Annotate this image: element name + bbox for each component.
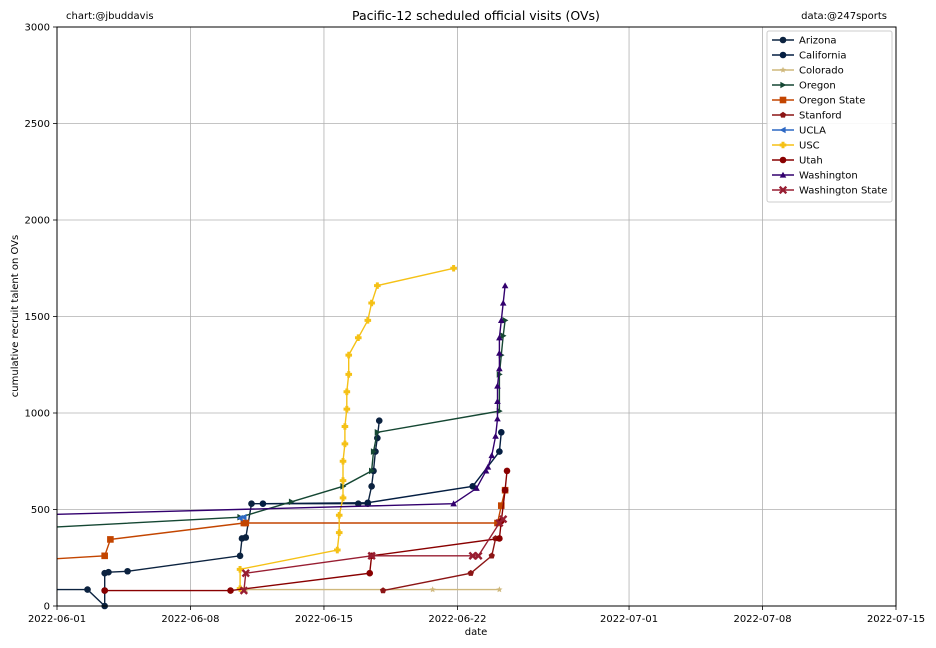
x-tick-label: 2022-07-08	[733, 614, 791, 625]
series-stanford	[380, 535, 499, 593]
data-point	[780, 52, 787, 59]
data-point	[374, 282, 381, 289]
data-point	[498, 429, 505, 436]
x-tick-label: 2022-06-22	[428, 614, 486, 625]
data-point	[336, 512, 343, 519]
data-point	[430, 586, 436, 592]
y-axis-label: cumulative recruit talent on OVs	[10, 235, 21, 397]
data-point	[376, 417, 383, 424]
data-point	[496, 535, 503, 542]
data-point	[494, 415, 501, 421]
data-point	[488, 452, 495, 458]
series-line	[263, 432, 501, 503]
data-point	[496, 448, 503, 455]
data-point	[489, 553, 495, 559]
legend-label: UCLA	[799, 126, 826, 137]
data-point	[368, 300, 375, 307]
data-point	[334, 547, 341, 554]
x-tick-label: 2022-07-15	[867, 614, 925, 625]
data-point	[500, 300, 507, 306]
data-point	[237, 553, 244, 560]
legend: Arizona California Colorado Oregon Oregon St…	[767, 31, 892, 202]
data-point	[366, 570, 373, 577]
legend-label: Washington	[799, 171, 858, 182]
y-tick-label: 3000	[25, 23, 50, 34]
data-point	[124, 568, 131, 575]
data-point	[502, 487, 509, 494]
data-point	[227, 587, 234, 594]
legend-label: Utah	[799, 156, 823, 167]
data-point	[496, 365, 503, 371]
x-tick-label: 2022-07-01	[600, 614, 658, 625]
chart-title: Pacific-12 scheduled official visits (OV…	[352, 8, 600, 23]
data-point	[342, 423, 349, 430]
data-point	[260, 500, 267, 507]
credit-right: data:@247sports	[801, 11, 887, 22]
y-tick-label: 0	[44, 602, 50, 613]
data-point	[336, 529, 343, 536]
data-point	[780, 37, 787, 44]
series-line	[105, 471, 507, 591]
y-tick-label: 1500	[25, 312, 50, 323]
data-point	[780, 157, 787, 164]
data-point	[101, 587, 108, 594]
series-washington-state	[241, 516, 507, 594]
data-point	[502, 282, 509, 288]
series-usc	[237, 265, 457, 592]
x-tick-label: 2022-06-15	[295, 614, 353, 625]
data-point	[242, 534, 249, 541]
data-point	[344, 406, 351, 413]
data-point	[355, 334, 362, 341]
data-point	[248, 500, 255, 507]
data-point	[380, 587, 386, 593]
x-axis-label: date	[465, 627, 488, 638]
y-tick-label: 1000	[25, 409, 50, 420]
legend-label: USC	[799, 141, 820, 152]
series-line	[57, 286, 505, 515]
data-point	[340, 495, 347, 502]
legend-label: Arizona	[799, 36, 837, 47]
legend-label: Colorado	[799, 66, 844, 77]
data-point	[344, 388, 351, 395]
credit-left: chart:@jbuddavis	[66, 11, 154, 22]
x-tick-label: 2022-06-01	[28, 614, 86, 625]
data-point	[345, 371, 352, 378]
legend-label: Oregon State	[799, 96, 865, 107]
data-point	[105, 569, 112, 576]
data-point	[450, 265, 457, 272]
data-point	[342, 441, 349, 448]
data-point	[237, 566, 244, 573]
legend-label: Washington State	[799, 186, 887, 197]
series-washington	[57, 282, 508, 514]
data-point	[368, 483, 375, 490]
y-tick-label: 2000	[25, 216, 50, 227]
data-point	[492, 433, 499, 439]
series-oregon	[57, 317, 508, 527]
series-line	[57, 490, 505, 559]
legend-label: Oregon	[799, 81, 836, 92]
legend-label: Stanford	[799, 111, 842, 122]
series-california	[260, 429, 505, 507]
data-point	[101, 553, 108, 560]
series-colorado	[243, 586, 503, 592]
data-point	[84, 586, 91, 593]
data-point	[242, 520, 249, 527]
y-tick-label: 500	[31, 505, 50, 516]
y-tick-label: 2500	[25, 119, 50, 130]
series-line	[57, 320, 505, 527]
data-point	[365, 317, 372, 324]
data-point	[780, 97, 787, 104]
data-point	[340, 458, 347, 465]
data-point	[107, 536, 114, 543]
series-utah	[101, 468, 510, 594]
data-point	[496, 586, 502, 592]
x-tick-label: 2022-06-08	[161, 614, 219, 625]
data-point	[504, 468, 511, 475]
data-point	[340, 477, 347, 484]
data-point	[345, 352, 352, 359]
legend-label: California	[799, 51, 847, 62]
data-point	[365, 499, 372, 506]
